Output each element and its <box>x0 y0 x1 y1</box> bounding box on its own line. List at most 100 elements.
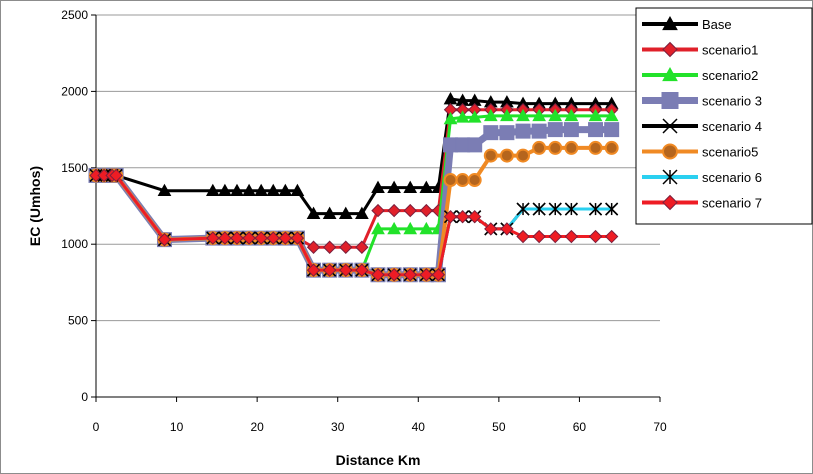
data-point <box>387 268 401 282</box>
data-point <box>206 231 220 245</box>
data-point <box>419 203 434 218</box>
legend-item: scenario1 <box>642 41 758 58</box>
data-point <box>455 110 470 123</box>
data-point <box>443 111 458 125</box>
data-point <box>483 125 499 141</box>
y-axis-title: EC (Umhos) <box>27 166 43 246</box>
data-point <box>531 123 547 139</box>
data-point <box>403 268 417 282</box>
data-point <box>532 140 547 155</box>
data-point <box>306 206 321 219</box>
data-point <box>548 140 563 155</box>
data-point <box>371 203 385 218</box>
series-scenario-7 <box>89 168 619 282</box>
data-point <box>483 108 498 122</box>
data-point <box>371 221 385 235</box>
data-point <box>500 108 514 122</box>
legend-label: scenario 6 <box>702 170 762 185</box>
legend-marker <box>662 143 678 160</box>
data-point <box>218 183 232 197</box>
data-point <box>322 206 337 219</box>
legend-marker <box>662 15 678 31</box>
data-point <box>230 183 244 197</box>
data-point <box>515 123 531 139</box>
data-point <box>532 108 546 122</box>
legend-item: scenario 4 <box>642 118 762 134</box>
x-tick-label: 50 <box>492 420 506 434</box>
data-point <box>588 108 603 122</box>
data-point <box>588 140 603 155</box>
data-point <box>467 110 482 123</box>
data-point <box>443 209 458 224</box>
axes: 0 500 1000 1500 2000 2500 0 10 20 30 40 50 60 70 <box>61 8 667 434</box>
legend-item: scenario 6 <box>642 169 762 185</box>
data-point <box>205 183 220 197</box>
data-point <box>387 180 401 193</box>
data-point <box>322 240 337 254</box>
data-point <box>564 108 579 122</box>
data-point <box>338 206 353 219</box>
legend-marker <box>662 66 678 82</box>
data-point <box>339 263 353 277</box>
data-point <box>548 108 563 122</box>
data-point <box>419 268 434 282</box>
data-point <box>467 173 482 188</box>
data-point <box>371 268 385 282</box>
data-point <box>604 140 619 155</box>
data-point <box>467 209 482 224</box>
data-point <box>290 183 305 197</box>
data-point <box>306 263 321 277</box>
legend: Base scenario1 scenario2 scenario 3 scenario… <box>635 7 813 225</box>
x-tick-label: 10 <box>170 420 184 434</box>
y-tick-label: 0 <box>81 390 88 404</box>
data-point <box>484 222 498 236</box>
x-tick-label: 0 <box>93 420 100 434</box>
data-point <box>547 122 563 138</box>
data-point <box>278 183 293 197</box>
y-tick-label: 1500 <box>61 161 88 175</box>
data-point <box>242 183 256 197</box>
data-point <box>516 148 531 163</box>
data-point <box>467 137 483 153</box>
legend-label: scenario1 <box>702 43 758 58</box>
data-point <box>605 202 619 216</box>
data-point <box>499 148 514 163</box>
data-point <box>455 173 470 188</box>
data-point <box>604 108 619 122</box>
x-tick-label: 70 <box>653 420 667 434</box>
data-point <box>516 229 530 244</box>
data-point <box>500 222 514 236</box>
data-point <box>564 202 578 216</box>
data-point <box>290 231 305 245</box>
data-point <box>419 221 434 235</box>
x-tick-label: 30 <box>331 420 345 434</box>
legend-marker <box>662 118 678 134</box>
legend-marker <box>662 41 678 58</box>
data-point <box>218 231 232 245</box>
data-point <box>563 122 579 138</box>
data-point <box>516 202 530 216</box>
legend-label: Base <box>702 17 732 32</box>
data-point <box>306 240 321 254</box>
data-point <box>516 108 530 122</box>
data-point <box>403 203 417 218</box>
legend-marker <box>662 169 678 185</box>
data-point <box>355 240 369 254</box>
x-tick-label: 20 <box>250 420 264 434</box>
data-point <box>322 263 337 277</box>
legend-item: scenario5 <box>642 143 758 160</box>
y-tick-label: 2500 <box>61 8 88 22</box>
data-point <box>532 229 546 244</box>
data-point <box>157 232 172 247</box>
data-point <box>403 180 418 193</box>
legend-item: Base <box>642 15 732 32</box>
x-tick-label: 40 <box>412 420 426 434</box>
data-point <box>532 202 546 216</box>
data-point <box>443 173 458 188</box>
data-point <box>230 231 244 245</box>
series-layer <box>88 92 620 283</box>
data-point <box>499 125 515 141</box>
data-point <box>604 229 619 244</box>
legend-label: scenario 7 <box>702 196 762 211</box>
